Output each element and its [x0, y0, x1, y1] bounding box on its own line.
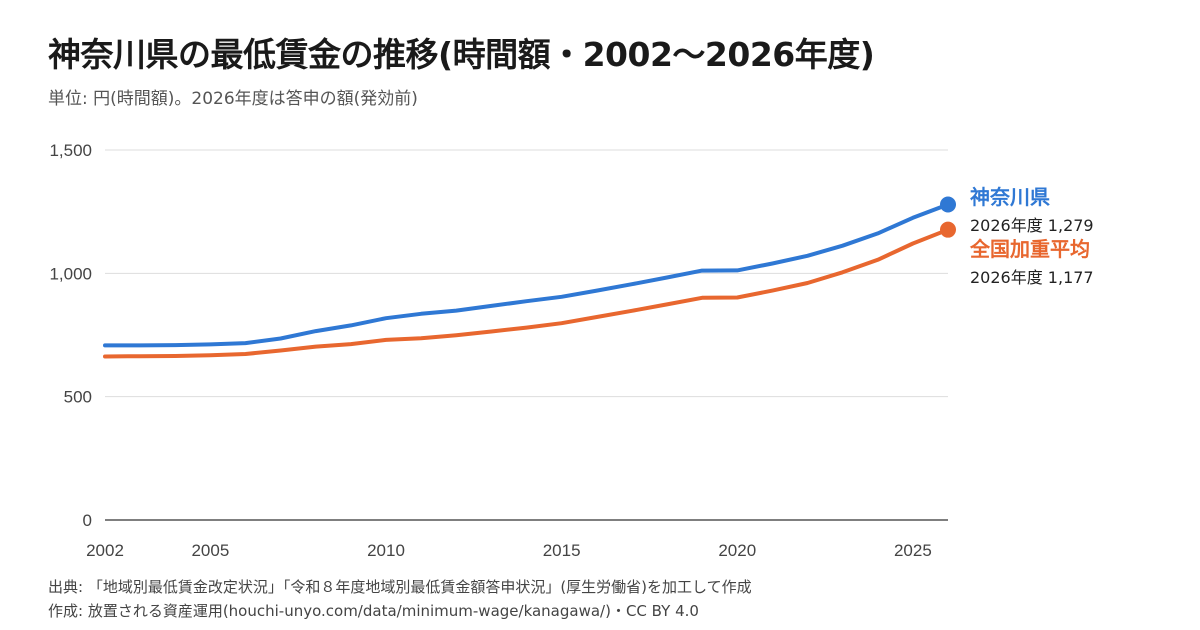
y-tick-label: 1,000 [49, 264, 92, 283]
series-line-national [103, 227, 950, 359]
y-tick-label: 0 [83, 511, 92, 530]
x-tick-label: 2010 [367, 541, 405, 560]
chart-title: 神奈川県の最低賃金の推移(時間額・2002〜2026年度) [48, 35, 875, 74]
series-name-label: 神奈川県 [970, 185, 1050, 209]
end-point-kanagawa [940, 196, 956, 213]
y-tick-label: 1,500 [49, 141, 92, 160]
x-tick-label: 2020 [718, 541, 756, 560]
x-tick-label: 2005 [191, 541, 229, 560]
x-tick-label: 2025 [894, 541, 932, 560]
end-point-national [940, 221, 956, 238]
source-note: 出典: 「地域別最低賃金改定状況」「令和８年度地域別最低賃金額答申状況」(厚生労… [48, 578, 752, 596]
credit-note: 作成: 放置される資産運用(houchi-unyo.com/data/minim… [48, 602, 699, 620]
series-end-value-label: 2026年度 1,177 [970, 268, 1094, 287]
chart-subtitle: 単位: 円(時間額)。2026年度は答申の額(発効前) [48, 89, 418, 109]
x-tick-label: 2002 [86, 541, 124, 560]
series-name-label: 全国加重平均 [969, 237, 1090, 261]
series-line-kanagawa [103, 202, 950, 348]
series-end-value-label: 2026年度 1,279 [970, 216, 1094, 235]
y-tick-label: 500 [64, 388, 92, 407]
x-tick-label: 2015 [543, 541, 581, 560]
